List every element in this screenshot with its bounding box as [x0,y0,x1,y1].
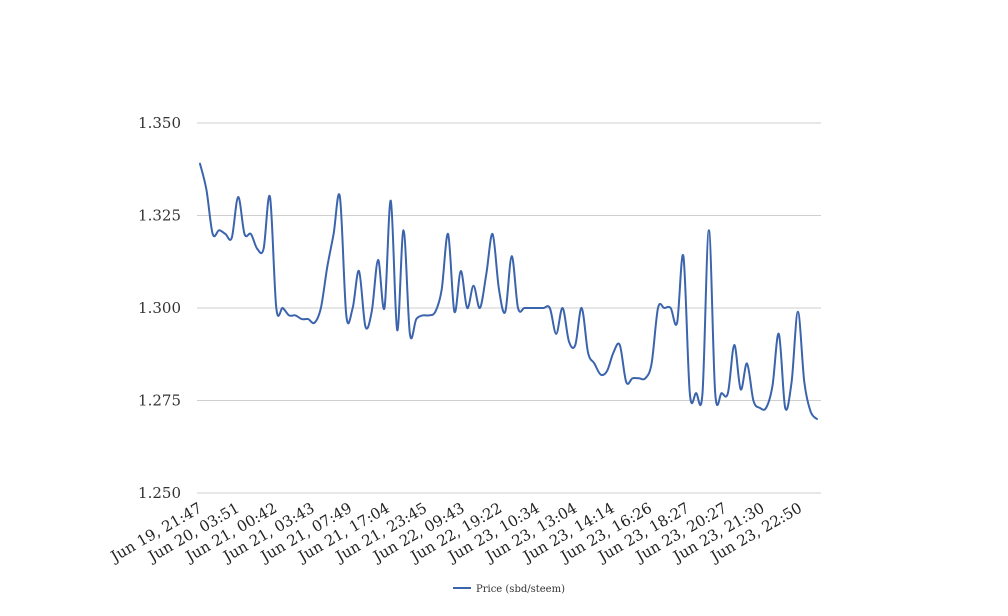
y-tick-label: 1.300 [138,299,181,317]
y-tick-label: 1.250 [138,484,181,502]
grid-lines [197,122,821,494]
y-tick-label: 1.325 [138,207,181,225]
legend-label: Price (sbd/steem) [476,584,565,595]
legend: Price (sbd/steem) [453,584,565,595]
y-tick-label: 1.275 [138,392,181,410]
y-axis-ticks: 1.350 1.325 1.300 1.275 1.250 [138,114,181,502]
series-line-price [199,162,818,420]
y-tick-label: 1.350 [138,114,181,132]
series-lines [199,162,818,420]
